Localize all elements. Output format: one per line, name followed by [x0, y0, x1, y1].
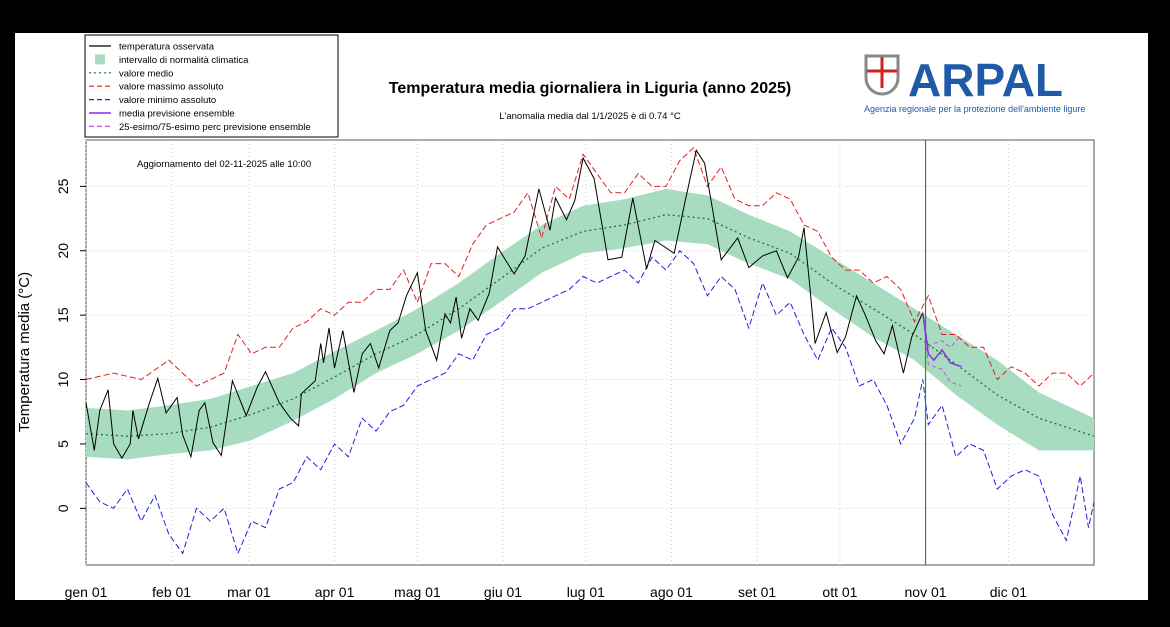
- update-annotation: Aggiornamento del 02-11-2025 alle 10:00: [137, 159, 311, 170]
- logo-wordmark: ARPAL: [908, 54, 1063, 106]
- arpal-logo: ARPAL Agenzia regionale per la protezion…: [864, 54, 1085, 114]
- legend-label: valore minimo assoluto: [119, 95, 216, 106]
- x-tick-label: apr 01: [315, 584, 355, 600]
- y-tick-label: 20: [55, 243, 71, 259]
- y-tick-label: 15: [55, 307, 71, 323]
- liguria-shield-icon: [864, 54, 900, 96]
- x-tick-label: ago 01: [650, 584, 693, 600]
- y-tick-label: 10: [55, 372, 71, 388]
- ensemble-mean-line: [922, 312, 962, 368]
- x-tick-label: dic 01: [990, 584, 1028, 600]
- x-tick-label: set 01: [738, 584, 776, 600]
- legend: temperatura osservata intervallo di norma…: [84, 34, 339, 138]
- legend-box: [84, 34, 339, 138]
- plot-area: Aggiornamento del 02-11-2025 alle 10:00: [85, 139, 1095, 566]
- x-tick-label: mar 01: [227, 584, 271, 600]
- x-tick-label: giu 01: [484, 584, 522, 600]
- legend-label: valore massimo assoluto: [119, 82, 224, 93]
- legend-label: temperatura osservata: [119, 42, 215, 53]
- ensemble-p25-line: [922, 312, 962, 387]
- chart-title: Temperatura media giornaliera in Liguria…: [389, 80, 791, 97]
- legend-label: 25-esimo/75-esimo perc previsione ensemb…: [119, 122, 311, 133]
- x-tick-label: feb 01: [152, 584, 191, 600]
- x-tick-label: ott 01: [822, 584, 857, 600]
- climate-normal-band: [86, 188, 1094, 460]
- legend-label: valore medio: [119, 68, 173, 79]
- legend-label: media previsione ensemble: [119, 109, 235, 120]
- observed-line: [85, 149, 924, 460]
- x-tick-label: nov 01: [905, 584, 947, 600]
- y-tick-label: 5: [55, 440, 71, 448]
- min-abs-line: [85, 250, 1095, 555]
- max-abs-line: [85, 146, 1095, 387]
- x-tick-label: gen 01: [65, 584, 108, 600]
- legend-label: intervallo di normalità climatica: [119, 55, 249, 66]
- x-tick-label: mag 01: [394, 584, 441, 600]
- y-tick-label: 0: [55, 504, 71, 512]
- y-tick-label: 25: [55, 178, 71, 194]
- x-tick-label: lug 01: [567, 584, 605, 600]
- chart-subtitle: L'anomalia media dal 1/1/2025 è di 0.74 …: [499, 111, 681, 122]
- legend-swatch-band: [95, 54, 105, 65]
- logo-tagline: Agenzia regionale per la protezione dell…: [864, 104, 1085, 114]
- y-axis-label: Temperatura media (°C): [16, 272, 33, 432]
